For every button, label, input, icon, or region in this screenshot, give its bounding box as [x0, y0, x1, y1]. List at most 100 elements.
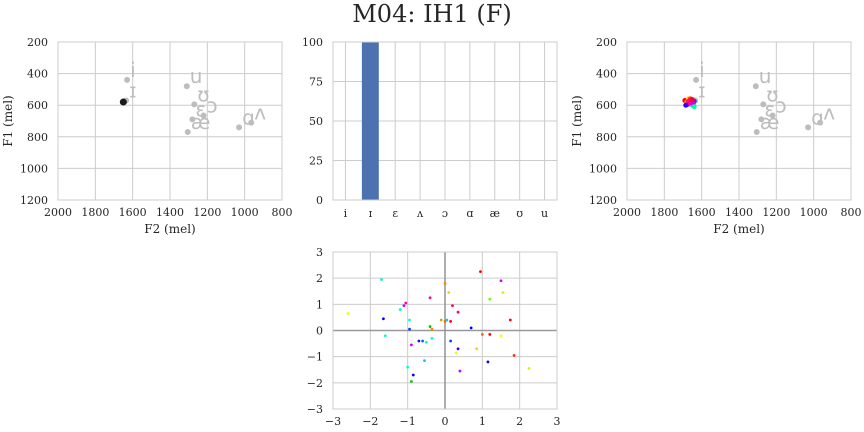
vowel-point [184, 129, 191, 136]
latent-point [469, 326, 473, 330]
x-tick-label: 2000 [44, 206, 72, 219]
vowel-point [817, 119, 824, 126]
x-tick-label: 3 [554, 415, 561, 428]
vowel-label: ɪ [129, 78, 136, 102]
latent-point [499, 279, 503, 283]
vowel-label: ʌ [823, 101, 835, 125]
x-tick-label: 1800 [81, 206, 109, 219]
category-label: u [541, 207, 548, 220]
y-tick-label: 1 [316, 298, 323, 311]
vowel-space-plot-target: 2000 1800 1600 1400 1200 1000 800 200 400 600 800 1… [1, 36, 293, 236]
x-tick-label: 1 [479, 415, 486, 428]
y-tick-label: −3 [307, 403, 323, 416]
y-tick-label: 400 [596, 68, 617, 81]
category-label: æ [490, 207, 500, 220]
latent-point [428, 296, 432, 300]
category-label: ɪ [369, 207, 373, 220]
category-label: ɔ [442, 207, 448, 220]
latent-point [451, 304, 454, 308]
latent-point [508, 318, 512, 322]
latent-point [398, 308, 402, 311]
target-point [119, 98, 127, 106]
latent-point [480, 333, 484, 336]
latent-point [411, 373, 415, 377]
vowel-point [805, 124, 812, 131]
y-tick-label: 1200 [589, 194, 617, 207]
x-tick-label: 800 [272, 206, 293, 219]
vowel-label: i [130, 58, 136, 82]
latent-point [408, 318, 411, 322]
latent-point [430, 327, 434, 331]
vowel-label: æ [760, 110, 780, 134]
latent-point [383, 334, 387, 338]
sample-point [686, 98, 692, 104]
vowel-label: ɛ [764, 97, 775, 121]
latent-point [421, 339, 424, 343]
x-tick-label: 1200 [762, 206, 790, 219]
vowel-point [200, 112, 207, 119]
vowel-label: i [699, 58, 705, 82]
vowel-label: ʊ [197, 82, 209, 106]
y-tick-label: 50 [309, 115, 323, 128]
y-axis-label: F1 (mel) [1, 95, 15, 146]
y-tick-label: 1000 [20, 162, 48, 175]
category-label: ɑ [466, 207, 473, 220]
y-tick-label: 2 [316, 272, 323, 285]
vowel-point [753, 129, 760, 136]
sample-point [689, 97, 695, 103]
y-tick-label: 3 [316, 246, 323, 259]
x-tick-label: 2000 [613, 206, 641, 219]
x-tick-label: 1800 [650, 206, 678, 219]
latent-point [428, 325, 432, 328]
vowel-label: ɪ [698, 78, 705, 102]
y-tick-label: −2 [307, 377, 323, 390]
latent-point [410, 343, 413, 347]
y-tick-label: 1000 [589, 162, 617, 175]
x-tick-label: −3 [325, 415, 341, 428]
y-tick-label: 25 [309, 155, 323, 168]
vowel-space-plot-samples: 2000 1800 1600 1400 1200 1000 800 200 400 600 800 1… [570, 36, 862, 236]
plot-frame [332, 41, 558, 201]
latent-point [479, 270, 482, 274]
latent-scatter-plot: −3 −2 −1 0 1 2 3 −3 −2 −1 0 1 2 3 [307, 246, 561, 428]
vowel-classification-bar-chart: 0 25 50 75 100 i ɪ ɛ ʌ ɔ ɑ æ ʊ u [302, 36, 558, 220]
latent-point [512, 353, 516, 357]
x-tick-label: 0 [442, 415, 449, 428]
latent-point [346, 312, 350, 315]
y-tick-label: −1 [307, 351, 323, 364]
vowel-point [758, 116, 765, 123]
plot-frame [626, 41, 852, 201]
vowel-point [183, 83, 190, 90]
vowel-label: u [190, 64, 203, 88]
latent-point [456, 347, 460, 351]
x-tick-label: 800 [841, 206, 862, 219]
latent-point [424, 340, 428, 344]
x-tick-label: −1 [400, 415, 416, 428]
latent-point [443, 282, 447, 285]
plot-frame [332, 251, 558, 410]
latent-point [439, 318, 443, 322]
vowel-label: ɛ [195, 97, 206, 121]
x-tick-label: 1600 [688, 206, 716, 219]
latent-point [380, 278, 383, 281]
latent-point [449, 339, 452, 343]
vowel-label: ɔ [776, 93, 787, 117]
y-tick-label: 1200 [20, 194, 48, 207]
y-tick-label: 600 [596, 99, 617, 112]
vowel-point [693, 76, 700, 83]
category-label: ɛ [392, 207, 398, 220]
latent-point [404, 301, 408, 305]
vowel-point [248, 119, 255, 126]
latent-point [475, 347, 479, 351]
latent-point [423, 359, 426, 362]
plot-frame [57, 41, 283, 201]
vowel-point [760, 101, 767, 108]
category-label: ʊ [516, 207, 523, 220]
latent-point [408, 327, 411, 331]
latent-point [499, 334, 503, 338]
sample-point [691, 104, 697, 110]
latent-point [410, 380, 413, 383]
vowel-label: ɔ [207, 93, 218, 117]
y-tick-label: 0 [316, 194, 323, 207]
x-tick-label: 1200 [193, 206, 221, 219]
